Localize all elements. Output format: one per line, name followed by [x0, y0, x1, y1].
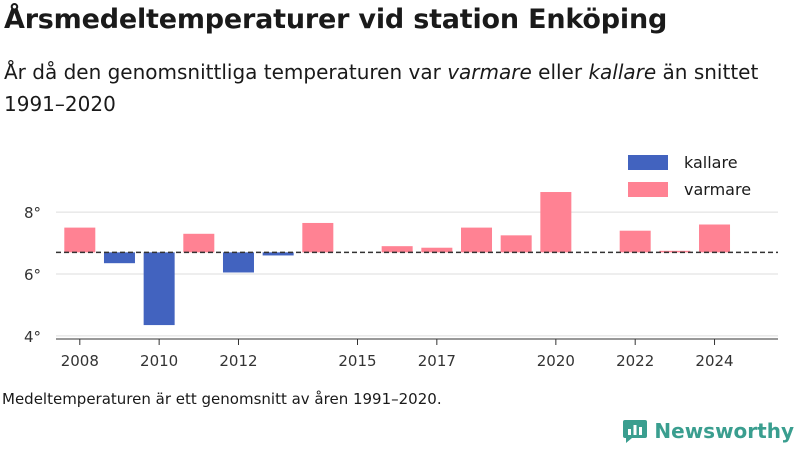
grid-layer — [56, 211, 778, 337]
x-tick-label: 2008 — [61, 352, 99, 370]
bar-varmare — [183, 233, 215, 253]
bar-varmare — [381, 246, 413, 253]
x-tick-label: 2020 — [537, 352, 575, 370]
x-tick-label: 2015 — [338, 352, 376, 370]
legend-swatch-kallare — [628, 155, 668, 170]
newsworthy-logo[interactable]: Newsworthy — [622, 418, 794, 444]
x-tick-label: 2012 — [219, 352, 257, 370]
subtitle-text-1: År då den genomsnittliga temperaturen va… — [4, 60, 448, 84]
newsworthy-logo-icon — [623, 420, 648, 443]
legend-label-varmare: varmare — [684, 180, 751, 199]
x-tick-label: 2024 — [695, 352, 733, 370]
subtitle-colder: kallare — [588, 60, 657, 84]
legend: kallare varmare — [620, 149, 770, 203]
bar-kallare — [103, 252, 135, 264]
x-tick-label: 2017 — [418, 352, 456, 370]
chart-subtitle: År då den genomsnittliga temperaturen va… — [4, 56, 784, 120]
bar-varmare — [500, 235, 532, 253]
y-tick-label: 4° — [24, 328, 41, 346]
bar-varmare — [302, 222, 334, 253]
footnote: Medeltemperaturen är ett genomsnitt av å… — [2, 390, 442, 408]
bar-varmare — [659, 250, 691, 253]
subtitle-text-2: eller — [531, 60, 589, 84]
bar-chart: 4° 6° 8° 2008 2010 2012 2015 2017 2020 2022 2024 k… — [24, 149, 778, 370]
y-tick-label: 6° — [24, 266, 41, 284]
subtitle-text-3: än snittet 1991–2020 — [4, 60, 759, 116]
x-tick-label: 2010 — [140, 352, 178, 370]
legend-swatch-varmare — [628, 182, 668, 197]
bar-varmare — [461, 227, 493, 253]
bar-varmare — [619, 230, 651, 253]
legend-label-kallare: kallare — [684, 153, 738, 172]
bar-varmare — [540, 192, 572, 253]
subtitle-warmer: varmare — [447, 60, 532, 84]
bar-kallare — [143, 252, 175, 326]
bar-kallare — [262, 252, 294, 256]
chart-title: Årsmedeltemperaturer vid station Enköpin… — [4, 4, 668, 35]
newsworthy-logo-text: Newsworthy — [654, 419, 794, 443]
bar-varmare — [699, 224, 731, 253]
axis-layer: 4° 6° 8° 2008 2010 2012 2015 2017 2020 2022 2024 — [24, 204, 778, 370]
bar-varmare — [64, 227, 96, 253]
bar-varmare — [421, 247, 453, 253]
x-tick-label: 2022 — [616, 352, 654, 370]
y-tick-label: 8° — [24, 204, 41, 222]
bar-kallare — [222, 252, 254, 273]
bar-layer — [64, 192, 731, 326]
